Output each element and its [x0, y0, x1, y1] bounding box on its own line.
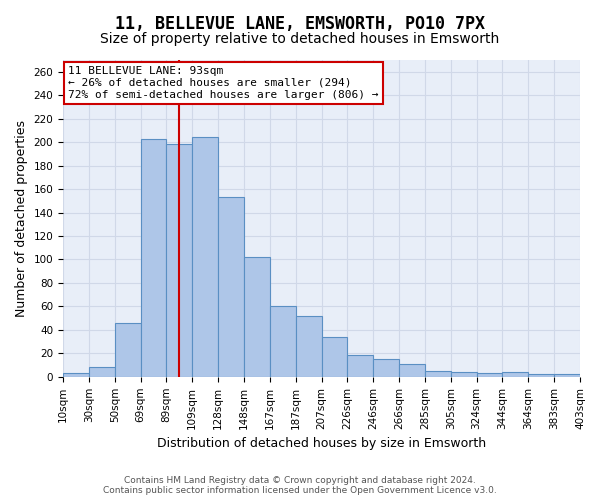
Bar	[399, 364, 425, 377]
Bar	[218, 198, 244, 377]
Y-axis label: Number of detached properties: Number of detached properties	[15, 120, 28, 317]
Bar	[425, 371, 451, 377]
Bar	[270, 306, 296, 377]
Bar	[166, 144, 192, 377]
Text: 11, BELLEVUE LANE, EMSWORTH, PO10 7PX: 11, BELLEVUE LANE, EMSWORTH, PO10 7PX	[115, 15, 485, 33]
Bar	[347, 354, 373, 377]
Bar	[89, 368, 115, 377]
Text: Size of property relative to detached houses in Emsworth: Size of property relative to detached ho…	[100, 32, 500, 46]
Bar	[451, 372, 476, 377]
Bar	[554, 374, 580, 377]
Bar	[373, 359, 399, 377]
Text: 11 BELLEVUE LANE: 93sqm
← 26% of detached houses are smaller (294)
72% of semi-d: 11 BELLEVUE LANE: 93sqm ← 26% of detache…	[68, 66, 379, 100]
Bar	[63, 374, 89, 377]
Bar	[476, 374, 502, 377]
X-axis label: Distribution of detached houses by size in Emsworth: Distribution of detached houses by size …	[157, 437, 486, 450]
Bar	[140, 138, 166, 377]
Bar	[244, 257, 270, 377]
Text: Contains HM Land Registry data © Crown copyright and database right 2024.
Contai: Contains HM Land Registry data © Crown c…	[103, 476, 497, 495]
Bar	[322, 337, 347, 377]
Bar	[502, 372, 529, 377]
Bar	[115, 323, 140, 377]
Bar	[192, 138, 218, 377]
Bar	[529, 374, 554, 377]
Bar	[296, 316, 322, 377]
